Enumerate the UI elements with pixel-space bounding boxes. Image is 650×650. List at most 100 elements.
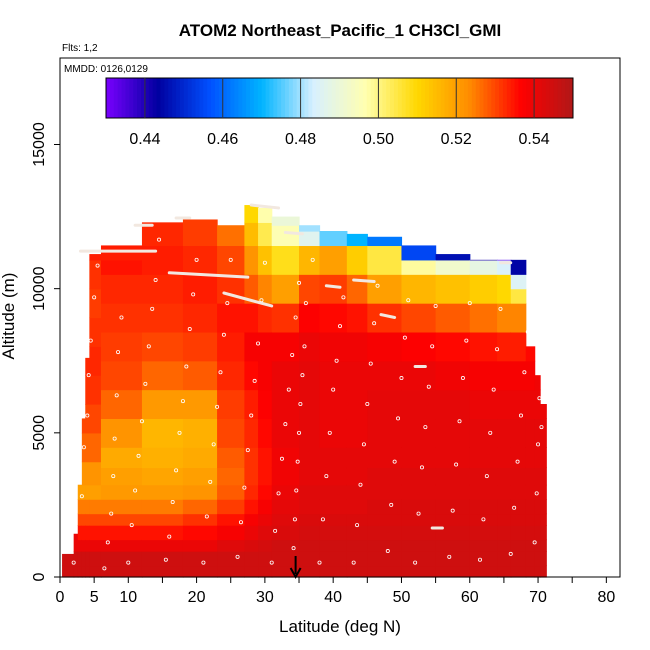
heatmap-cell (182, 551, 218, 567)
sample-point (283, 422, 288, 427)
heatmap-cell (510, 274, 527, 290)
sample-point (85, 413, 90, 418)
sample-point (537, 396, 542, 401)
heatmap-cell (100, 513, 143, 526)
heatmap-cell (141, 331, 184, 362)
heatmap-cell (401, 513, 437, 526)
heatmap-cell (469, 274, 498, 304)
colorbar-segment (429, 78, 434, 118)
heatmap-cell (510, 418, 527, 448)
heatmap-cell (346, 565, 368, 578)
heatmap-cell (469, 259, 498, 275)
heatmap-cell (244, 418, 259, 448)
heatmap-cell (73, 565, 79, 578)
colorbar-segment (222, 78, 228, 118)
heatmap-cell (244, 331, 259, 362)
heatmap-cell (497, 447, 512, 469)
sample-point (477, 557, 482, 562)
heatmap-cell (497, 551, 512, 567)
heatmap-cell (258, 525, 273, 541)
heatmap-cell (182, 389, 218, 420)
heatmap-cell (367, 551, 403, 567)
sample-point (114, 393, 119, 398)
colorbar-segment (386, 78, 391, 118)
sample-point (150, 306, 155, 311)
colorbar-segment (374, 78, 379, 118)
heatmap-cell (469, 389, 498, 420)
heatmap-cell (81, 432, 86, 463)
colorbar-segment (109, 78, 115, 118)
heatmap-cell (401, 389, 437, 420)
sample-point (375, 283, 380, 288)
heatmap-cell (271, 360, 300, 391)
colorbar-segment (207, 78, 212, 118)
heatmap-cell (540, 525, 547, 541)
heatmap-cell (469, 331, 498, 362)
heatmap-cell (182, 418, 218, 448)
colorbar-segment (413, 78, 418, 118)
heatmap-cell (85, 525, 90, 541)
heatmap-cell (346, 331, 368, 362)
colorbar-segment (355, 78, 360, 118)
heatmap-cell (182, 565, 218, 578)
heatmap-cell (89, 513, 102, 526)
heatmap-cell (534, 418, 541, 448)
heatmap-cell (85, 357, 90, 376)
heatmap-cell (258, 551, 273, 567)
heatmap-cell (346, 360, 368, 391)
colorbar-segment (343, 78, 348, 118)
heatmap-cell (469, 551, 498, 567)
colorbar-segment (152, 78, 158, 118)
heatmap-cell (182, 274, 218, 304)
heatmap-cell (258, 207, 273, 223)
flight-tracks-layer (78, 203, 513, 530)
colorbar-segment (460, 78, 465, 118)
heatmap-cell (141, 360, 184, 391)
heatmap-cell (525, 360, 536, 391)
heatmap-cell (367, 236, 403, 247)
heatmap-cell (85, 375, 90, 405)
heatmap-cell (540, 404, 547, 420)
heatmap-cell (182, 360, 218, 391)
heatmap-cell (319, 551, 348, 567)
colorbar-segment (491, 78, 496, 118)
heatmap-cell (81, 525, 86, 541)
heatmap-cell (182, 245, 218, 275)
heatmap-cell (510, 259, 527, 275)
sample-point (290, 352, 295, 357)
heatmap-cell (100, 245, 143, 261)
heatmap-cell (435, 525, 471, 541)
heatmap-cell (525, 539, 536, 552)
heatmap-cell (525, 499, 536, 515)
colorbar-segment (203, 78, 208, 118)
heatmap-cell (367, 513, 403, 526)
heatmap-cell (244, 484, 259, 500)
sample-point (331, 387, 336, 392)
heatmap-cell (271, 331, 300, 362)
colorbar-segment (106, 78, 111, 118)
heatmap-cell (534, 565, 541, 578)
heatmap-cell (81, 539, 86, 552)
heatmap-cell (299, 225, 321, 232)
colorbar-border (105, 77, 574, 119)
sample-point (286, 387, 291, 392)
sample-point (249, 413, 254, 418)
heatmap-cell (258, 513, 273, 526)
sample-point (211, 442, 216, 447)
heatmap-cell (299, 303, 321, 333)
heatmap-cell (299, 274, 321, 304)
heatmap-cell (100, 389, 143, 420)
heatmap-cell (141, 303, 184, 333)
colorbar-tick-label: 0.46 (207, 131, 238, 148)
sample-point (351, 560, 356, 565)
chart-title: ATOM2 Northeast_Pacific_1 CH3Cl_GMI (179, 21, 501, 40)
heatmap-cell (401, 484, 437, 500)
sample-point (177, 430, 182, 435)
colorbar-segment (358, 78, 364, 118)
colorbar-segment (393, 78, 399, 118)
heatmap-cell (100, 360, 143, 391)
heatmap-cell (217, 447, 245, 469)
heatmap-cell (141, 539, 184, 552)
sample-point (406, 298, 411, 303)
sample-point (310, 257, 315, 262)
